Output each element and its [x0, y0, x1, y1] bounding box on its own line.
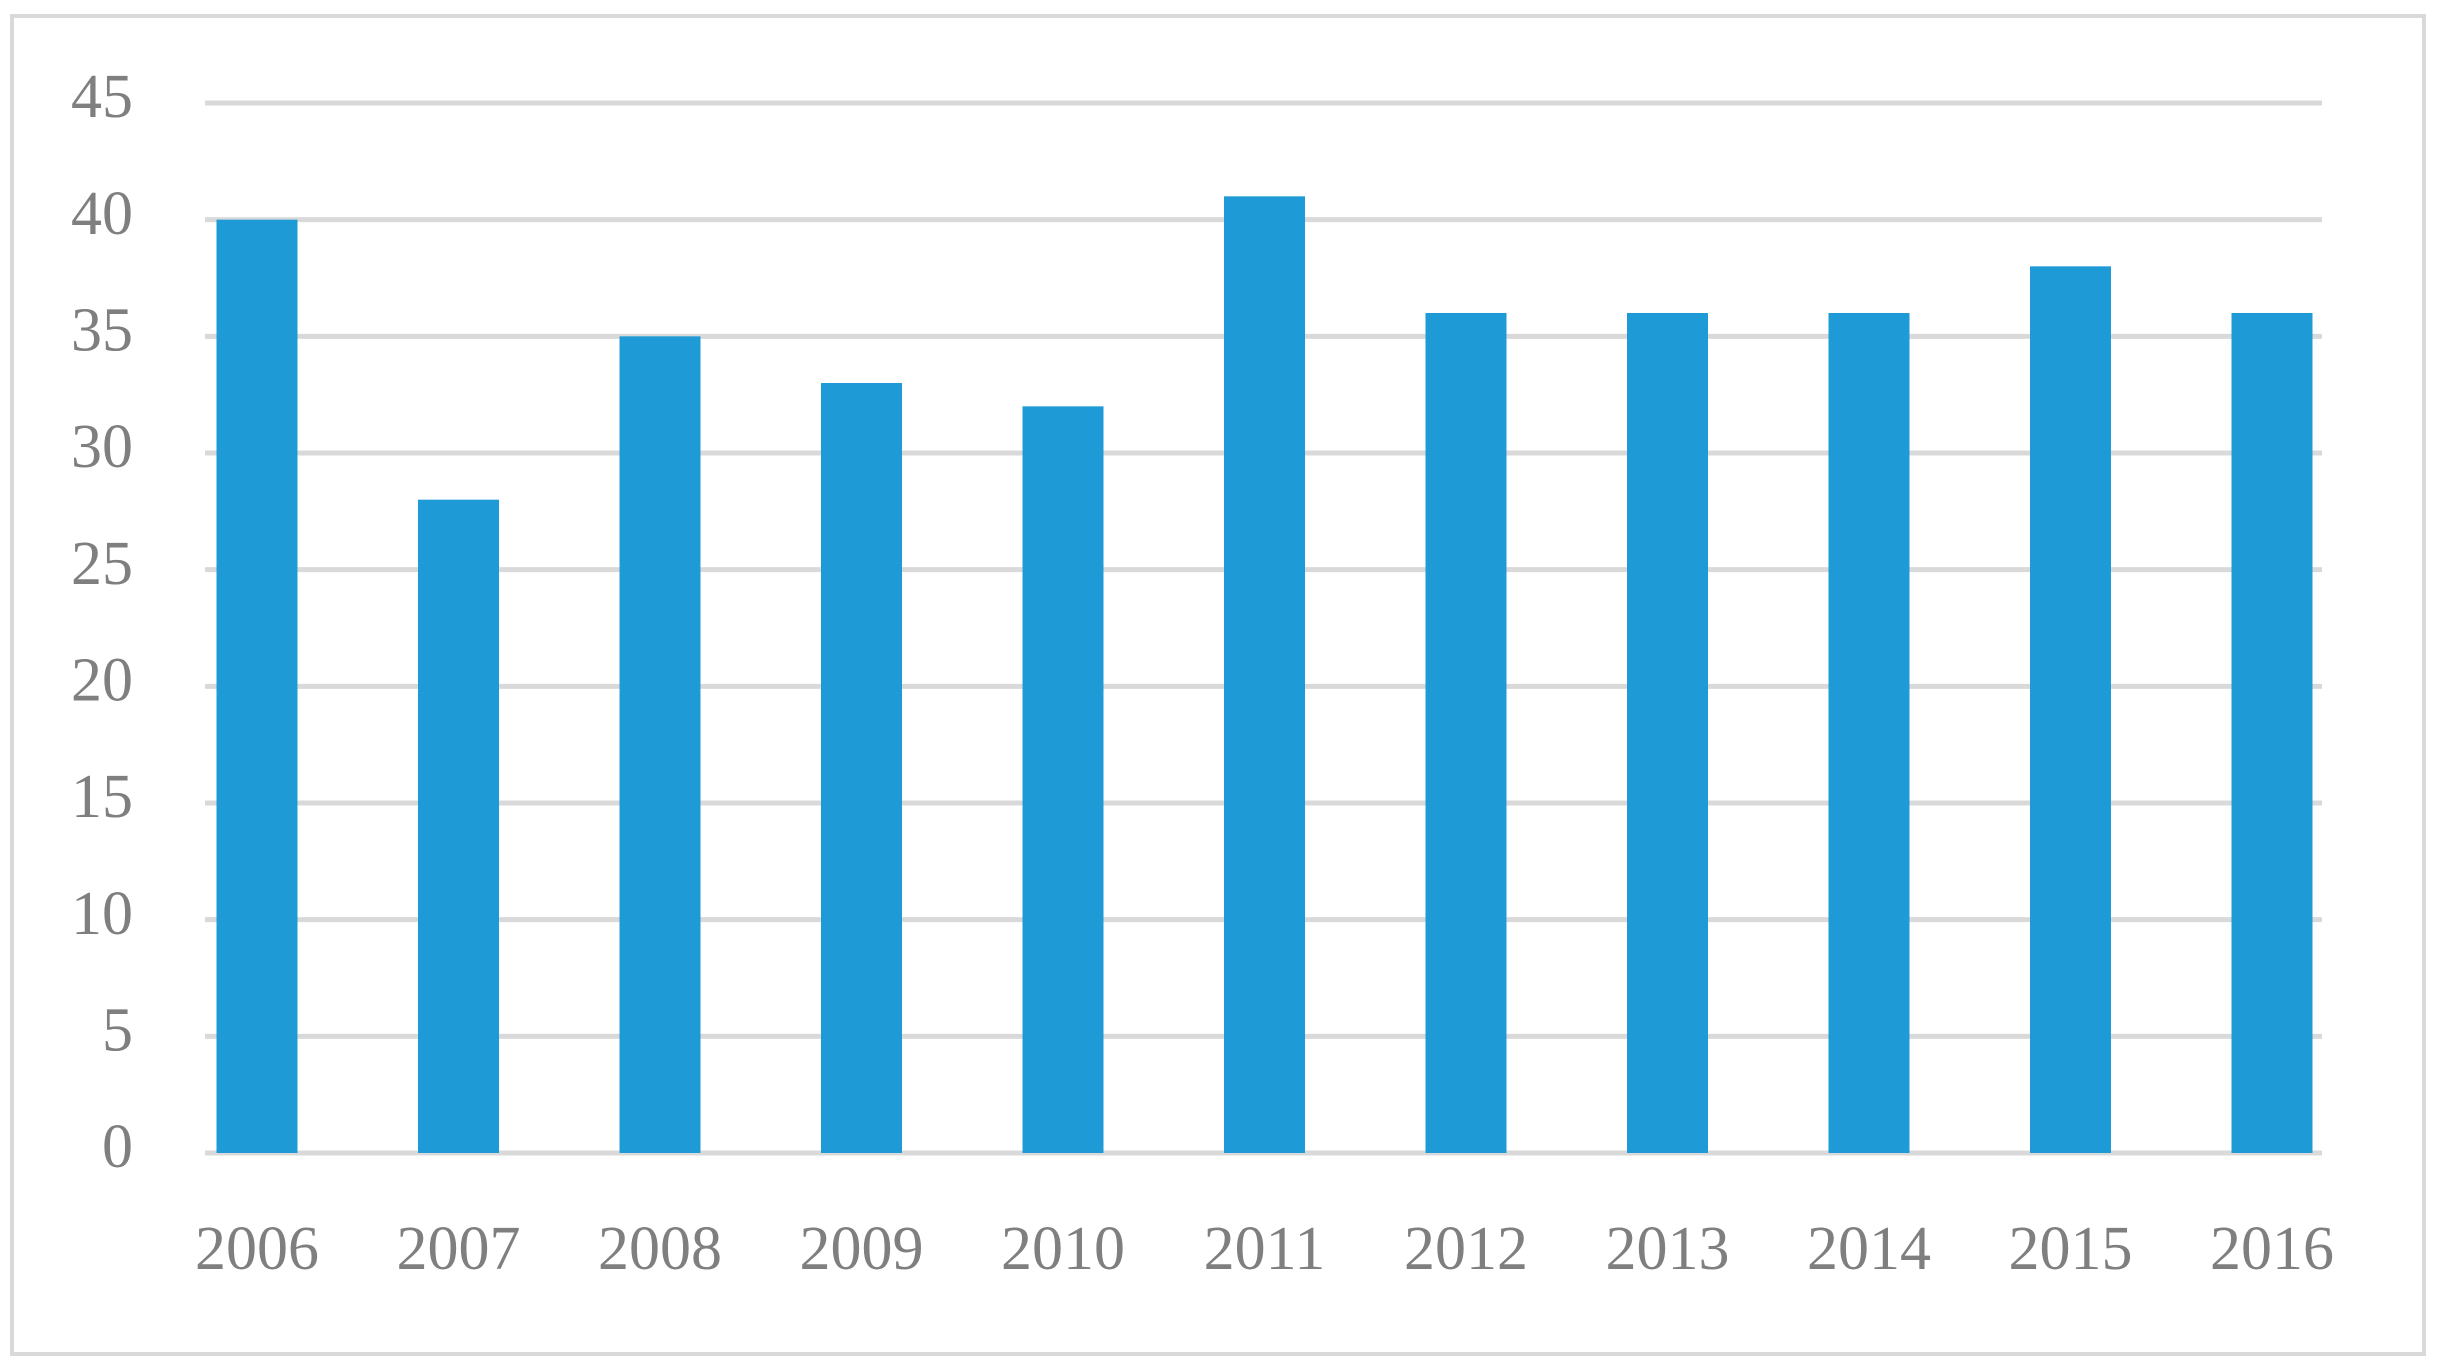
- y-tick-label: 5: [102, 997, 133, 1065]
- x-tick-label: 2009: [800, 1215, 924, 1283]
- bar: [1022, 406, 1104, 1153]
- bar: [2030, 266, 2111, 1153]
- x-tick-label: 2007: [397, 1215, 521, 1283]
- x-tick-label: 2016: [2210, 1215, 2334, 1283]
- x-tick-label: 2008: [598, 1215, 722, 1283]
- bar: [1627, 313, 1708, 1153]
- y-tick-label: 30: [71, 413, 133, 481]
- y-tick-label: 35: [71, 297, 133, 365]
- y-tick-label: 0: [102, 1113, 133, 1181]
- bar: [2231, 313, 2313, 1153]
- x-tick-label: 2010: [1001, 1215, 1125, 1283]
- bar: [1828, 313, 1910, 1153]
- y-tick-label: 40: [71, 180, 133, 248]
- bar: [216, 219, 298, 1153]
- x-tick-label: 2013: [1606, 1215, 1730, 1283]
- y-tick-label: 15: [71, 763, 133, 831]
- bar: [1425, 313, 1507, 1153]
- y-tick-label: 20: [71, 647, 133, 715]
- x-tick-label: 2006: [195, 1215, 319, 1283]
- y-tick-label: 45: [71, 63, 133, 131]
- x-tick-label: 2011: [1204, 1215, 1326, 1283]
- bar: [1224, 196, 1305, 1154]
- x-tick-label: 2015: [2009, 1215, 2133, 1283]
- y-tick-label: 10: [71, 880, 133, 948]
- bar: [821, 383, 902, 1153]
- x-tick-label: 2014: [1807, 1215, 1931, 1283]
- bar: [619, 336, 701, 1153]
- x-tick-label: 2012: [1404, 1215, 1528, 1283]
- y-tick-label: 25: [71, 530, 133, 598]
- bar: [418, 499, 499, 1154]
